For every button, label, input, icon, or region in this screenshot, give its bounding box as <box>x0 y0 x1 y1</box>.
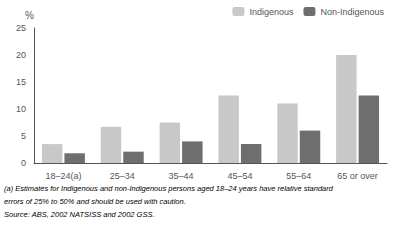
svg-text:25–34: 25–34 <box>110 171 135 181</box>
svg-text:5: 5 <box>21 131 26 141</box>
svg-text:Non-Indigenous: Non-Indigenous <box>320 7 384 17</box>
svg-text:35–44: 35–44 <box>169 171 194 181</box>
svg-text:15: 15 <box>16 77 26 87</box>
svg-text:0: 0 <box>21 158 26 168</box>
svg-text:65 or over: 65 or over <box>337 171 378 181</box>
svg-text:errors of 25% to 50% and shoul: errors of 25% to 50% and should be used … <box>4 197 186 206</box>
svg-text:18–24(a): 18–24(a) <box>45 171 81 181</box>
svg-text:20: 20 <box>16 50 26 60</box>
svg-text:55–64: 55–64 <box>286 171 311 181</box>
svg-text:45–54: 45–54 <box>227 171 252 181</box>
svg-text:Source: ABS, 2002 NATSISS and: Source: ABS, 2002 NATSISS and 2002 GSS. <box>4 210 155 219</box>
svg-text:10: 10 <box>16 104 26 114</box>
svg-text:%: % <box>25 10 34 21</box>
svg-text:25: 25 <box>16 23 26 33</box>
svg-text:Indigenous: Indigenous <box>249 7 294 17</box>
svg-text:(a) Estimates for Indigenous a: (a) Estimates for Indigenous and non-Ind… <box>4 184 334 193</box>
